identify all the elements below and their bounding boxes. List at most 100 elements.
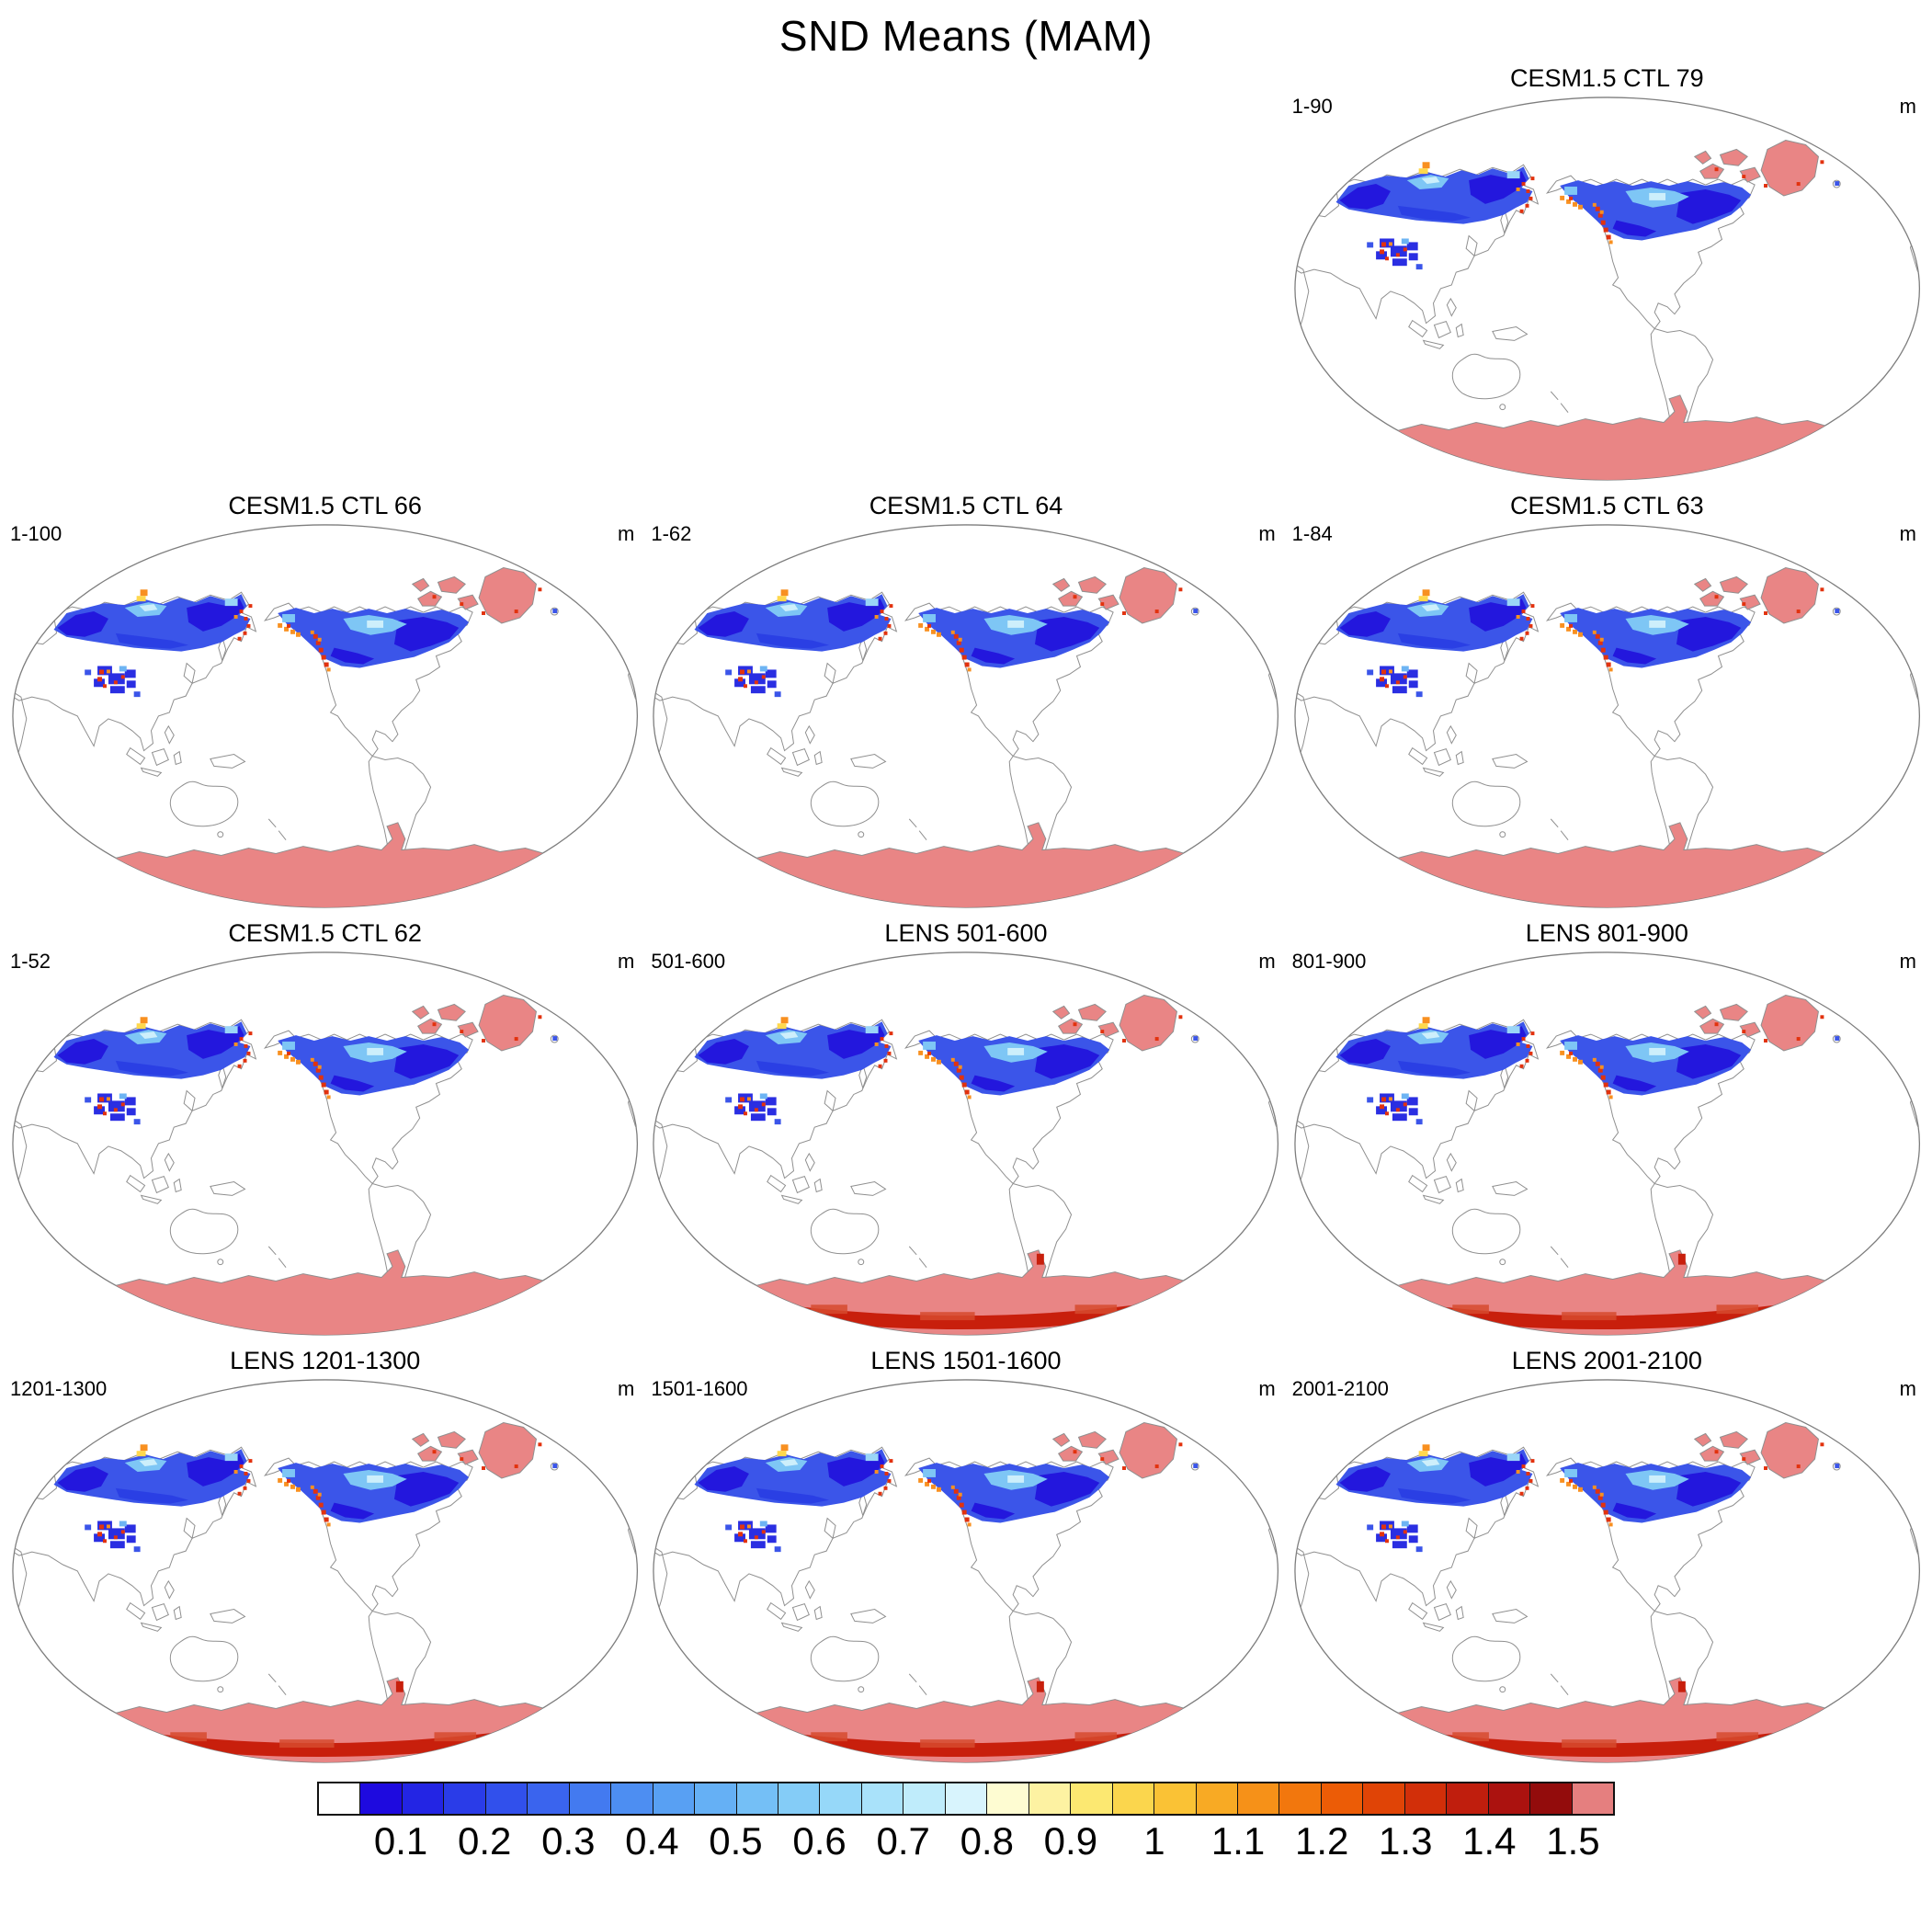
colorbar-segment <box>1530 1783 1573 1814</box>
java-outline <box>1422 1622 1445 1632</box>
map-boundary <box>1293 951 1920 1336</box>
java-outline <box>1422 339 1445 349</box>
colorbar-segment <box>360 1783 403 1814</box>
borneo-outline <box>151 1602 169 1621</box>
svalbard <box>1845 1427 1859 1440</box>
japan-outline <box>183 662 196 685</box>
sumatra-outline <box>767 746 787 766</box>
map-wrap: 1501-1600 m <box>647 1375 1284 1767</box>
sulawesi-outline <box>814 1178 824 1192</box>
britain-outline <box>607 1049 616 1058</box>
britain-outline <box>1888 1049 1897 1058</box>
svalbard <box>1203 999 1219 1012</box>
tasmania-outline <box>1498 404 1506 411</box>
scandinavia-outline <box>1879 1007 1917 1045</box>
arctic-island <box>1739 1021 1761 1038</box>
colorbar-tick-label: 1.2 <box>1294 1818 1349 1863</box>
java-outline <box>781 767 803 777</box>
panel-range-label: 1501-1600 <box>651 1376 748 1400</box>
colorbar-segment <box>1196 1783 1238 1814</box>
map-boundary <box>12 951 639 1336</box>
new-guinea-outline <box>850 1608 887 1623</box>
panel-unit-label: m <box>1258 1376 1276 1400</box>
tasmania-outline <box>217 1685 224 1692</box>
arctic-island <box>1739 1449 1761 1465</box>
sumatra-outline <box>126 1601 146 1620</box>
iceland-outline <box>1191 1462 1200 1471</box>
colorbar-tick-label: 0.8 <box>960 1818 1014 1863</box>
panel-title: LENS 2001-2100 <box>1511 1346 1702 1374</box>
new-guinea-outline <box>850 753 887 769</box>
figure-title: SND Means (MAM) <box>778 12 1154 60</box>
colorbar-tick-label: 0.3 <box>541 1818 596 1863</box>
map-panel: CESM1.5 CTL 79 1-90 m <box>1289 64 1926 484</box>
colorbar-segment <box>1029 1783 1072 1814</box>
panel-title: CESM1.5 CTL 66 <box>228 491 422 519</box>
japan-outline <box>1465 662 1478 685</box>
map-wrap: 801-900 m <box>1289 948 1926 1339</box>
java-outline <box>1422 767 1445 777</box>
tasmania-outline <box>217 1259 224 1265</box>
map-wrap: 1-62 m <box>647 520 1284 912</box>
australia-outline <box>169 1208 239 1254</box>
arctic-island <box>1699 1445 1724 1462</box>
java-outline <box>1422 1194 1445 1204</box>
japan-outline <box>1465 1517 1478 1539</box>
world-map <box>12 524 639 908</box>
colorbar-segment <box>945 1783 988 1814</box>
map-panel: LENS 2001-2100 2001-2100 m <box>1289 1347 1926 1767</box>
panel-title: LENS 501-600 <box>884 918 1048 947</box>
colorbar-tick-label: 0.2 <box>457 1818 512 1863</box>
borneo-outline <box>1433 1602 1451 1621</box>
svalbard <box>1845 999 1859 1012</box>
philippines-outline <box>1446 297 1457 317</box>
sulawesi-outline <box>1455 1178 1464 1192</box>
sulawesi-outline <box>1455 1605 1464 1620</box>
australia-outline <box>1451 353 1520 400</box>
greenland <box>1119 1421 1178 1479</box>
colorbar-segment <box>861 1783 904 1814</box>
japan-outline <box>1465 1089 1478 1112</box>
colorbar-tick-label: 0.6 <box>792 1818 847 1863</box>
colorbar-tick-label: 1.5 <box>1546 1818 1600 1863</box>
world-map <box>653 951 1279 1336</box>
iceland-outline <box>1832 607 1841 616</box>
panel-grid: CESM1.5 CTL 79 1-90 m CESM1.5 CTL 66 1-1… <box>6 64 1926 1767</box>
australia-outline <box>811 1208 880 1254</box>
borneo-outline <box>1433 747 1451 766</box>
colorbar-segment <box>1404 1783 1448 1814</box>
australia-outline <box>811 1635 880 1681</box>
arctic-island <box>1693 150 1711 165</box>
world-map <box>1293 97 1920 481</box>
iceland-outline <box>1832 1034 1841 1043</box>
britain-outline <box>1247 621 1256 631</box>
tasmania-outline <box>858 831 865 838</box>
map-panel: CESM1.5 CTL 63 1-84 m <box>1289 492 1926 912</box>
tasmania-outline <box>858 1685 865 1692</box>
colorbar-segment <box>485 1783 528 1814</box>
arctic-island <box>411 577 430 592</box>
arctic-island <box>437 575 466 594</box>
world-map <box>653 524 1279 908</box>
new-zealand-outline <box>909 818 927 840</box>
panel-unit-label: m <box>1899 95 1916 118</box>
java-outline <box>140 1622 163 1632</box>
japan-outline <box>1465 234 1478 257</box>
map-boundary <box>1293 524 1920 908</box>
panel-range-label: 1-84 <box>1291 521 1333 545</box>
snow-data-layer <box>1294 160 1914 270</box>
colorbar-segment <box>1071 1783 1113 1814</box>
arctic-island <box>1078 575 1108 594</box>
map-wrap: 1-52 m <box>6 948 643 1339</box>
scandinavia-outline <box>1879 1434 1917 1473</box>
svalbard <box>1203 1427 1219 1440</box>
map-panel: CESM1.5 CTL 62 1-52 m <box>6 919 643 1339</box>
australia-outline <box>169 780 239 827</box>
britain-outline <box>607 1476 616 1486</box>
greenland <box>478 566 537 624</box>
britain-outline <box>1888 194 1897 203</box>
australia-outline <box>169 1635 239 1681</box>
sumatra-outline <box>767 1601 787 1620</box>
scandinavia-outline <box>1238 579 1277 618</box>
colorbar-segment <box>903 1783 946 1814</box>
